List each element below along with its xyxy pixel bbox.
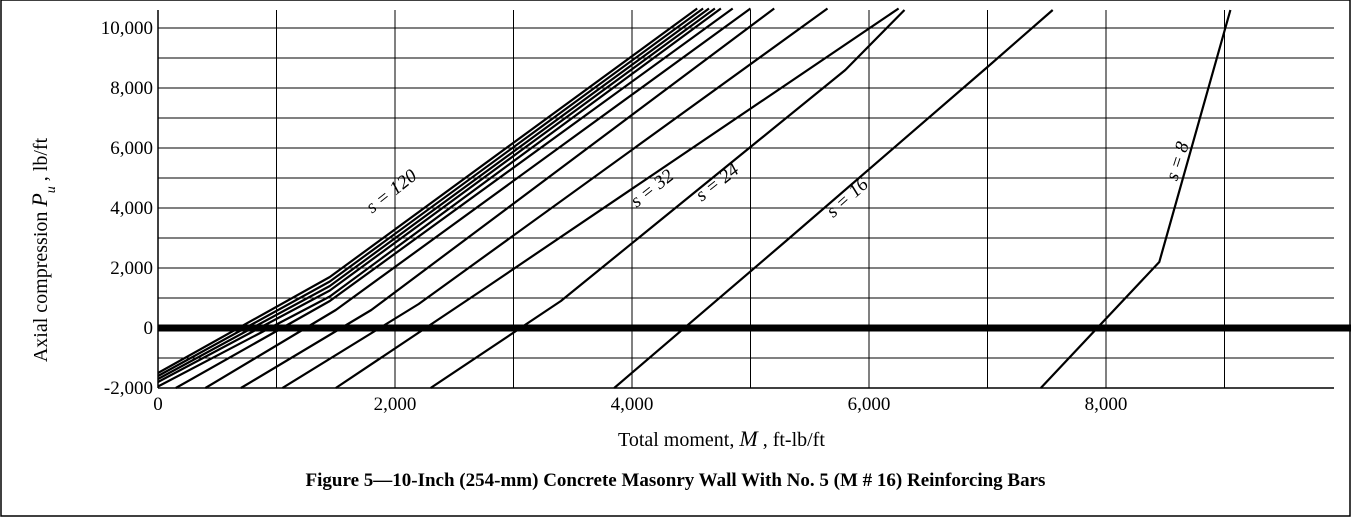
- series-layer: [157, 7, 1232, 389]
- series-line-5: [157, 7, 722, 388]
- curve-label: s = 32: [627, 165, 679, 212]
- y-tick-label: 8,000: [110, 78, 153, 99]
- series-line-2: [157, 7, 704, 377]
- series-line-8: [240, 7, 775, 389]
- series-line-10: [335, 7, 900, 389]
- figure-caption: Figure 5—10-Inch (254-mm) Concrete Mason…: [305, 470, 1046, 491]
- x-tick-label: 6,000: [848, 394, 891, 415]
- curve-label: s = 16: [822, 173, 873, 222]
- series-line-9: [281, 7, 829, 389]
- y-tick-label: 4,000: [110, 198, 153, 219]
- y-tick-label: -2,000: [104, 378, 153, 399]
- x-tick-label: 0: [153, 394, 163, 415]
- series-line-6: [175, 7, 734, 389]
- x-tick-label: 2,000: [374, 394, 417, 415]
- series-line-1: [157, 7, 698, 374]
- y-tick-label: 6,000: [110, 138, 153, 159]
- series-line-3: [157, 7, 710, 380]
- curve-label: s = 120: [362, 165, 421, 218]
- y-tick-label: 2,000: [110, 258, 153, 279]
- x-tick-label: 8,000: [1085, 394, 1128, 415]
- y-tick-label: 0: [144, 318, 154, 339]
- series-line-11: [429, 9, 906, 389]
- y-tick-label: 10,000: [101, 18, 153, 39]
- x-axis-title: Total moment, M , ft-lb/ft: [618, 426, 825, 451]
- x-tick-label: 4,000: [611, 394, 654, 415]
- series-line-13: [1039, 9, 1232, 389]
- series-line-4: [157, 7, 716, 383]
- series-line-12: [613, 9, 1054, 389]
- curve-label: s = 8: [1162, 139, 1194, 183]
- tick-label-layer: 0 2,000 4,000 6,000 8,000 10,000 8,000 6,000 4,0…: [101, 18, 1128, 415]
- y-axis-title: Axial compression Pu , lb/ft: [27, 137, 59, 362]
- curve-label: s = 24: [692, 159, 744, 206]
- series-line-7: [204, 7, 752, 389]
